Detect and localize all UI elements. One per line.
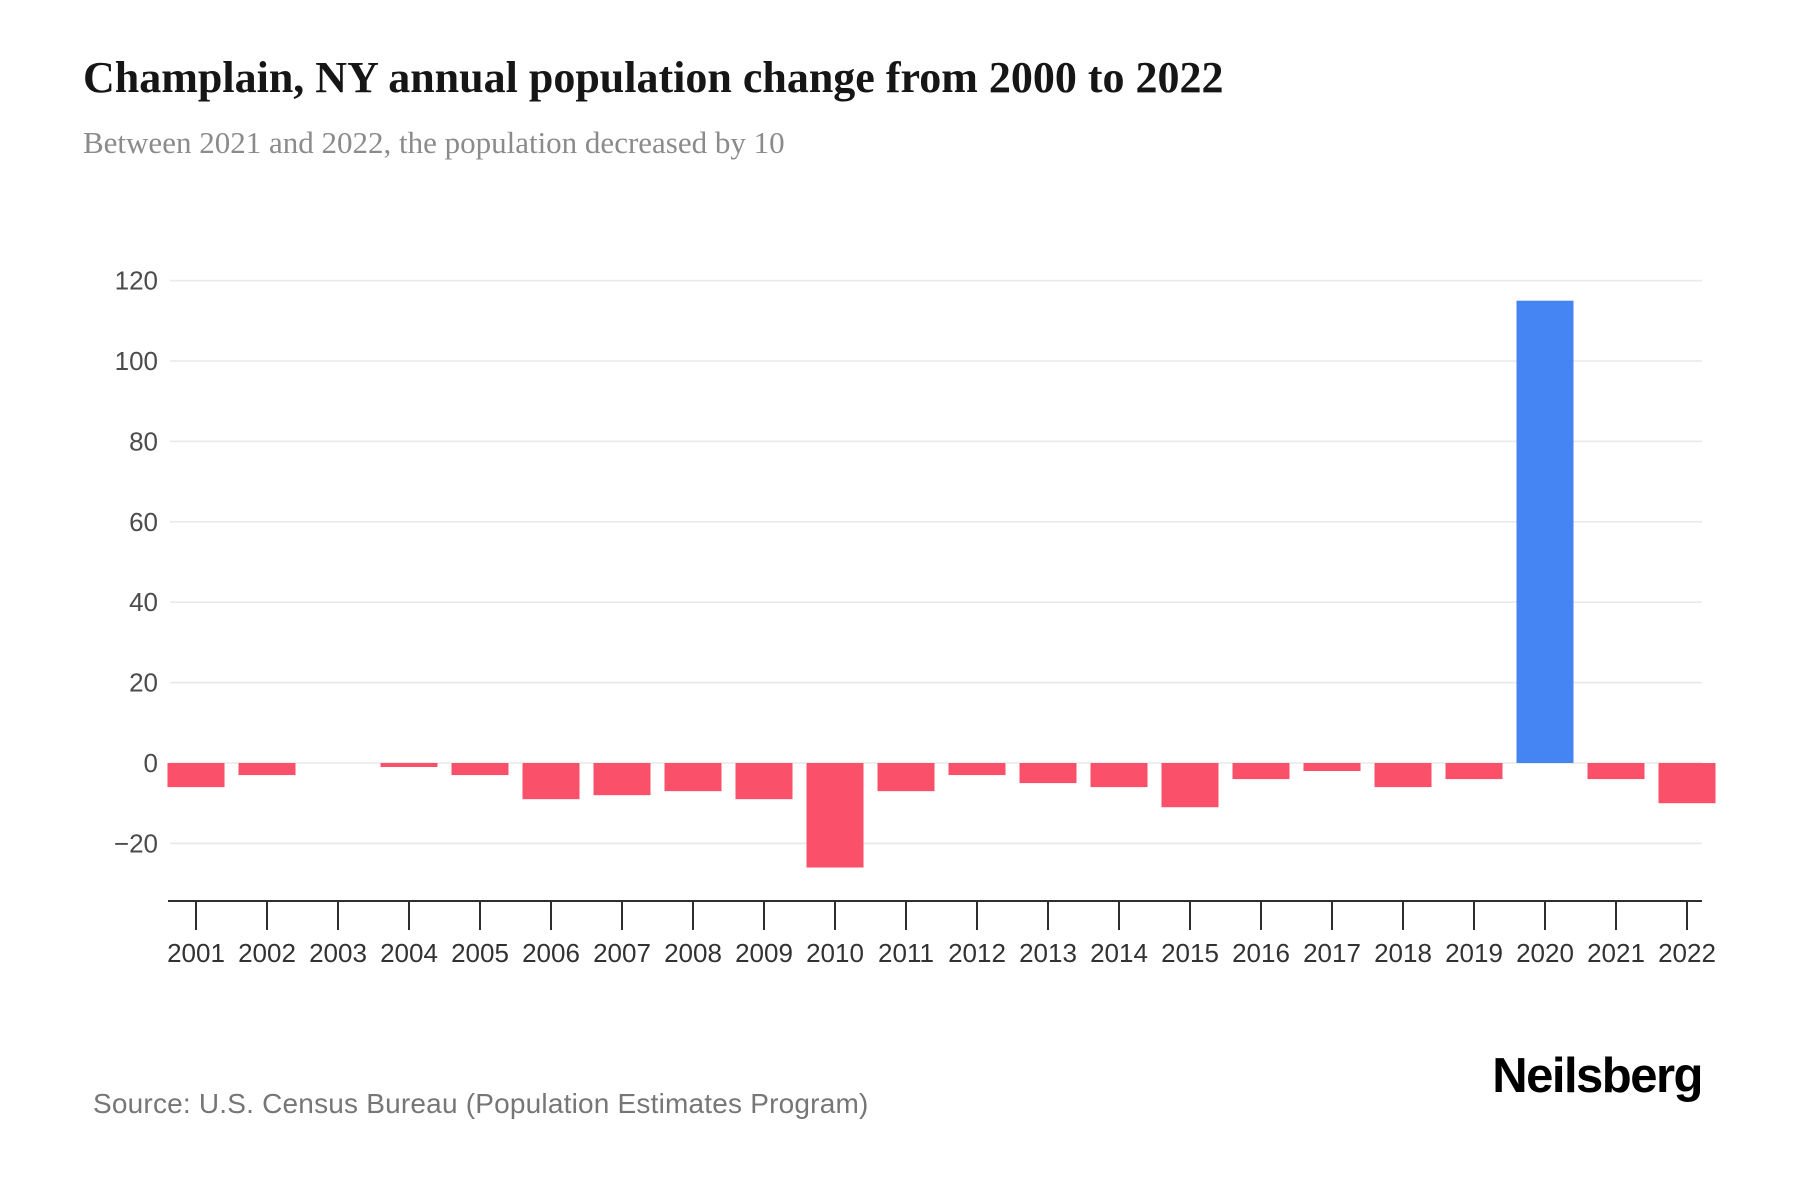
bar-2019 bbox=[1445, 763, 1503, 780]
bar-2001 bbox=[167, 763, 225, 788]
bar-2012 bbox=[948, 763, 1006, 776]
x-tick-label: 2007 bbox=[593, 938, 651, 968]
x-tick-label: 2001 bbox=[167, 938, 225, 968]
x-tick-label: 2015 bbox=[1161, 938, 1219, 968]
y-tick-label: 60 bbox=[129, 507, 158, 537]
x-tick-label: 2009 bbox=[735, 938, 793, 968]
y-tick-label: 0 bbox=[144, 748, 158, 778]
x-tick-label: 2017 bbox=[1303, 938, 1361, 968]
x-tick-label: 2011 bbox=[878, 938, 934, 968]
x-tick-label: 2006 bbox=[522, 938, 580, 968]
source-attribution: Source: U.S. Census Bureau (Population E… bbox=[93, 1088, 869, 1119]
x-tick-label: 2003 bbox=[309, 938, 367, 968]
y-tick-label: 40 bbox=[129, 587, 158, 617]
x-tick-label: 2004 bbox=[380, 938, 438, 968]
bar-2004 bbox=[380, 763, 438, 768]
x-tick-label: 2019 bbox=[1445, 938, 1503, 968]
bar-2006 bbox=[522, 763, 580, 800]
neilsberg-logo: Neilsberg bbox=[1492, 1049, 1703, 1103]
bar-2014 bbox=[1090, 763, 1148, 788]
bar-2020 bbox=[1516, 300, 1574, 763]
bar-2002 bbox=[238, 763, 296, 776]
bar-2015 bbox=[1161, 763, 1219, 808]
bar-2021 bbox=[1587, 763, 1645, 780]
x-tick-label: 2005 bbox=[451, 938, 509, 968]
bar-2016 bbox=[1232, 763, 1290, 780]
y-tick-label: −20 bbox=[114, 828, 158, 858]
y-tick-label: 80 bbox=[129, 426, 158, 456]
bar-2005 bbox=[451, 763, 509, 776]
x-tick-label: 2014 bbox=[1090, 938, 1148, 968]
x-tick-label: 2013 bbox=[1019, 938, 1077, 968]
bar-2017 bbox=[1303, 763, 1361, 772]
x-tick-label: 2010 bbox=[806, 938, 864, 968]
x-tick-label: 2002 bbox=[238, 938, 296, 968]
bar-2018 bbox=[1374, 763, 1432, 788]
y-tick-label: 120 bbox=[115, 266, 158, 296]
bar-2007 bbox=[593, 763, 651, 796]
chart-subtitle: Between 2021 and 2022, the population de… bbox=[83, 125, 785, 160]
bar-2022 bbox=[1658, 763, 1716, 804]
x-tick-label: 2016 bbox=[1232, 938, 1290, 968]
x-tick-label: 2012 bbox=[948, 938, 1006, 968]
bar-2008 bbox=[664, 763, 722, 792]
bar-chart-canvas: 120 100 80 60 40 20 0 −20 2001 2002 2003 2004 2005 20… bbox=[114, 266, 1716, 968]
x-tick-label: 2022 bbox=[1658, 938, 1716, 968]
bar-2013 bbox=[1019, 763, 1077, 784]
page-title: Champlain, NY annual population change f… bbox=[83, 53, 1224, 102]
bar-2009 bbox=[735, 763, 793, 800]
y-tick-label: 20 bbox=[129, 668, 158, 698]
x-tick-label: 2020 bbox=[1516, 938, 1574, 968]
bar-chart: 120 100 80 60 40 20 0 −20 2001 2002 2003 2004 2005 20… bbox=[0, 205, 1800, 1035]
bar-2011 bbox=[877, 763, 935, 792]
bar-2010 bbox=[806, 763, 864, 868]
y-tick-label: 100 bbox=[115, 346, 158, 376]
x-tick-label: 2008 bbox=[664, 938, 722, 968]
x-tick-label: 2018 bbox=[1374, 938, 1432, 968]
x-tick-label: 2021 bbox=[1587, 938, 1645, 968]
